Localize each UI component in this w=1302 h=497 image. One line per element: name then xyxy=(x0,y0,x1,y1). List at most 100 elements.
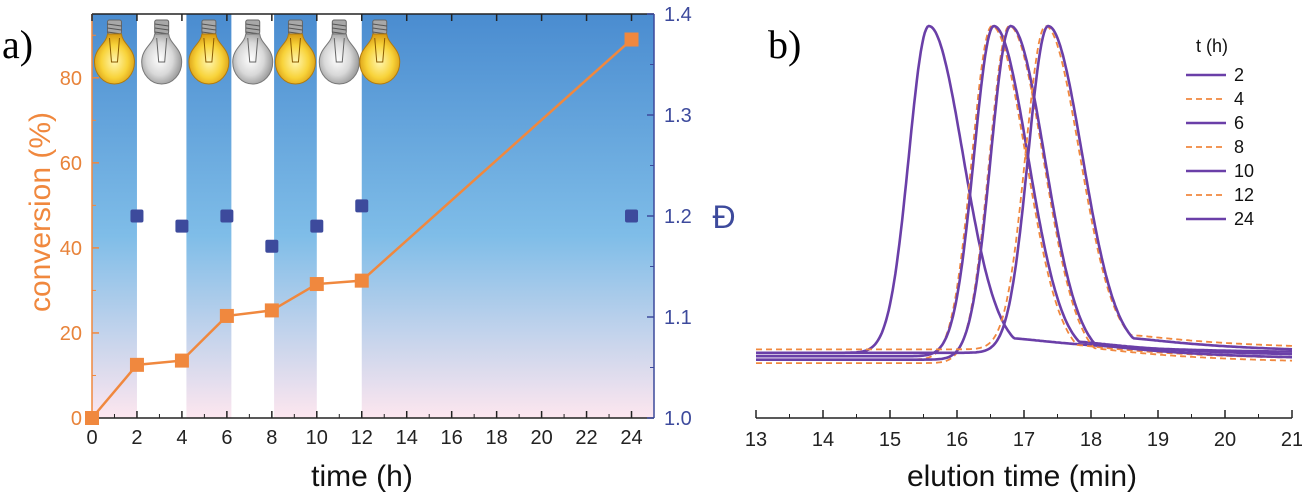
conversion-point xyxy=(219,308,234,323)
bulb-glass xyxy=(93,33,135,85)
x-tick-label: 20 xyxy=(530,427,552,449)
bulb-glass xyxy=(141,33,183,85)
x-tick-label: 24 xyxy=(620,427,642,449)
bulb-filament xyxy=(156,37,168,63)
bulb-thread xyxy=(154,23,169,27)
y-right-tick-label: 1.0 xyxy=(664,408,692,430)
conversion-point xyxy=(354,273,369,288)
elution-curve-10h xyxy=(756,24,1292,361)
bulb-filament xyxy=(108,37,120,63)
conversion-point xyxy=(309,277,324,292)
bulb-glass xyxy=(318,33,360,85)
bulb-thread xyxy=(245,23,260,27)
legend-label-10: 10 xyxy=(1234,161,1254,181)
x-tick-label: 22 xyxy=(575,427,597,449)
dispersity-point xyxy=(220,209,234,223)
legend-label-8: 8 xyxy=(1234,137,1244,157)
y-left-tick-label: 40 xyxy=(60,238,82,260)
y-left-tick-label: 0 xyxy=(71,408,82,430)
x-tick-label: 16 xyxy=(946,429,968,451)
x-tick-label: 8 xyxy=(266,427,277,449)
panel-a-label: a) xyxy=(2,22,33,67)
bulb-glass xyxy=(274,33,316,85)
bulb-off-icon xyxy=(141,19,183,85)
panel-a-series xyxy=(85,32,639,425)
x-tick-label: 2 xyxy=(131,427,142,449)
elution-curve-24h xyxy=(756,24,1293,355)
bulb-thread xyxy=(372,27,387,31)
bulb-thread xyxy=(372,23,387,27)
bulb-thread xyxy=(332,27,347,31)
x-tick-label: 16 xyxy=(441,427,463,449)
elution-curve-8h xyxy=(756,25,1293,364)
bulb-thread xyxy=(288,23,303,27)
elution-curve-6h xyxy=(756,24,1292,358)
panel-b-curves xyxy=(756,24,1293,364)
y-right-tick-label: 1.2 xyxy=(664,206,692,228)
bulb-off-icon xyxy=(318,19,360,85)
x-tick-label: 4 xyxy=(176,427,187,449)
conversion-point xyxy=(174,353,189,368)
x-tick-label: 14 xyxy=(396,427,418,449)
bulb-on-icon xyxy=(188,19,230,85)
bulb-filament xyxy=(203,37,215,63)
bulb-thread xyxy=(154,27,169,31)
elution-curve-4h xyxy=(756,25,1292,361)
conversion-point xyxy=(624,32,639,47)
bulb-thread xyxy=(107,27,122,31)
panel-a-ylabel-left: conversion (%) xyxy=(24,112,57,312)
y-left-tick-label: 80 xyxy=(60,68,82,90)
legend-label-12: 12 xyxy=(1234,185,1254,205)
bulb-glass xyxy=(359,33,401,85)
bulb-filament xyxy=(333,37,345,63)
panel-b-axes: 13 14 15 16 17 18 19 20 21 xyxy=(745,410,1302,451)
dispersity-point xyxy=(175,219,189,233)
bulb-thread xyxy=(201,27,216,31)
x-tick-label: 10 xyxy=(306,427,328,449)
legend-label-24: 24 xyxy=(1234,209,1254,229)
conversion-point xyxy=(129,357,144,372)
x-tick-label: 20 xyxy=(1214,429,1236,451)
bulb-thread xyxy=(332,23,347,27)
bulb-filament xyxy=(374,37,386,63)
x-tick-label: 6 xyxy=(221,427,232,449)
legend-title: t (h) xyxy=(1196,36,1228,56)
bulb-glass xyxy=(188,33,230,85)
conversion-line xyxy=(91,38,633,419)
panel-b-label: b) xyxy=(768,22,801,67)
bulb-on-icon xyxy=(93,19,135,85)
legend-label-4: 4 xyxy=(1234,89,1244,109)
bulb-glass xyxy=(232,33,274,85)
legend-label-6: 6 xyxy=(1234,113,1244,133)
panel-a-ylabel-right: Đ xyxy=(712,199,735,235)
bulb-on-icon xyxy=(359,19,401,85)
panel-b-xlabel: elution time (min) xyxy=(907,460,1137,493)
panel-a: a) 0 2 4 6 8 10 12 14 16 18 20 22 240204060801.01.11… xyxy=(2,4,736,493)
bulb-thread xyxy=(201,23,216,27)
bulb-on-icon xyxy=(274,19,316,85)
x-tick-label: 18 xyxy=(486,427,508,449)
dispersity-point xyxy=(130,209,144,223)
panel-a-xlabel: time (h) xyxy=(311,460,413,493)
conversion-point xyxy=(85,411,99,425)
x-tick-label: 13 xyxy=(745,429,767,451)
y-right-tick-label: 1.4 xyxy=(664,4,692,26)
light-on-band xyxy=(361,14,654,418)
dispersity-point xyxy=(265,239,279,253)
bulb-filament xyxy=(247,37,259,63)
dispersity-point xyxy=(310,219,324,233)
bulb-off-icon xyxy=(232,19,274,85)
bulb-thread xyxy=(107,23,122,27)
dispersity-point xyxy=(625,209,639,223)
panel-b: b) 13 14 15 16 17 18 19 20 21 elution time (min)… xyxy=(745,22,1302,493)
elution-curve-12h xyxy=(756,25,1292,351)
y-right-tick-label: 1.1 xyxy=(664,307,692,329)
dispersity-point xyxy=(355,199,369,213)
bulb-icons xyxy=(93,19,401,85)
x-tick-label: 19 xyxy=(1147,429,1169,451)
x-tick-label: 0 xyxy=(86,427,97,449)
panel-a-axes: 0 2 4 6 8 10 12 14 16 18 20 22 240204060801.01.11.21… xyxy=(60,4,692,449)
bulb-thread xyxy=(245,27,260,31)
